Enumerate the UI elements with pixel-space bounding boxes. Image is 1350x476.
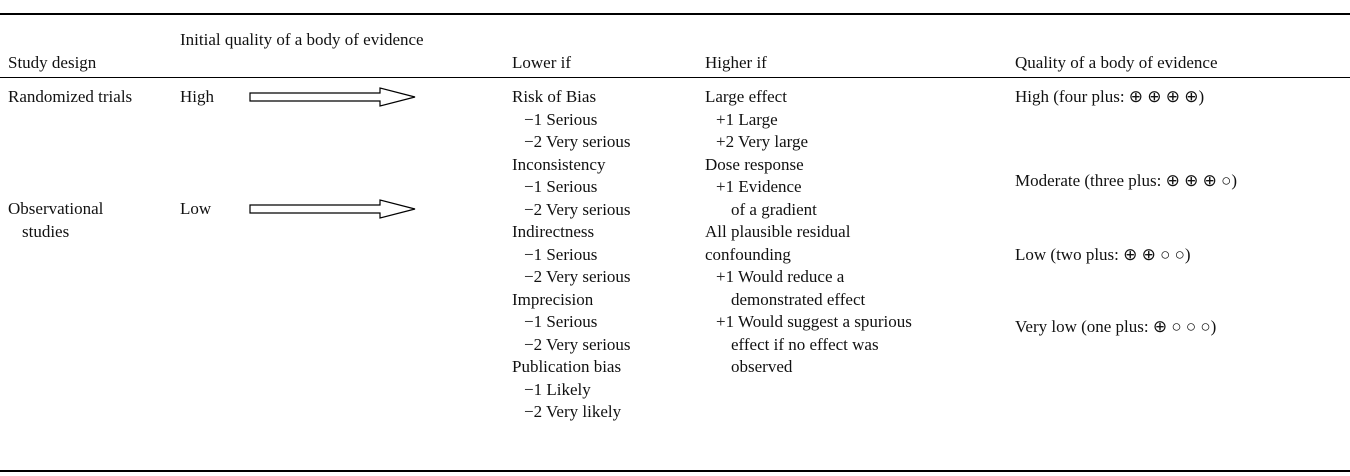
higher-factor: Large effect bbox=[705, 87, 787, 106]
higher-level: +1 Would reduce a bbox=[716, 267, 845, 286]
initial-quality: Low bbox=[180, 199, 212, 218]
arrow bbox=[249, 199, 416, 219]
higher-factor: Dose response bbox=[705, 154, 804, 174]
study-design: Observational studies bbox=[8, 199, 104, 241]
lower-level: −1 Serious bbox=[524, 312, 598, 331]
higher-level: of a gradient bbox=[731, 199, 817, 219]
higher-level: effect if no effect was bbox=[731, 334, 879, 354]
bottom-rule bbox=[0, 470, 1350, 472]
lower-factor: Indirectness bbox=[512, 222, 595, 241]
header-cell: Study design bbox=[8, 53, 97, 72]
lower-factor: Risk of Bias bbox=[512, 87, 597, 106]
lower-level: −1 Serious bbox=[524, 244, 598, 264]
lower-level: −2 Very serious bbox=[524, 334, 631, 354]
quality-level: Very low (one plus: ⊕ ○ ○ ○) bbox=[1015, 316, 1217, 336]
header-cell: Initial quality of a body of evidence bbox=[180, 30, 424, 49]
quality-level: Low (two plus: ⊕ ⊕ ○ ○) bbox=[1015, 244, 1191, 264]
higher-level: +1 Would suggest a spurious bbox=[716, 312, 912, 331]
header-cell: Quality of a body of evidence bbox=[1015, 53, 1218, 72]
top-rule bbox=[0, 13, 1350, 15]
lower-factor: Publication bias bbox=[512, 357, 622, 376]
lower-level: −1 Serious bbox=[524, 109, 598, 129]
initial-quality: High bbox=[180, 87, 214, 106]
header-rule bbox=[0, 77, 1350, 78]
lower-level: −2 Very likely bbox=[524, 402, 622, 421]
higher-level: +1 Large bbox=[716, 109, 778, 129]
higher-level: +2 Very large bbox=[716, 132, 809, 151]
quality-level: Moderate (three plus: ⊕ ⊕ ⊕ ○) bbox=[1015, 171, 1237, 191]
study-design: Randomized trials bbox=[8, 87, 133, 106]
lower-level: −2 Very serious bbox=[524, 199, 631, 219]
quality-level: High (four plus: ⊕ ⊕ ⊕ ⊕) bbox=[1015, 87, 1205, 106]
higher-level: demonstrated effect bbox=[731, 289, 866, 309]
header-cell: Lower if bbox=[512, 53, 572, 72]
higher-factor: All plausible residual bbox=[705, 222, 851, 241]
header-cell: Higher if bbox=[705, 53, 767, 72]
lower-level: −1 Serious bbox=[524, 177, 598, 196]
lower-factor: Inconsistency bbox=[512, 154, 606, 174]
lower-level: −2 Very serious bbox=[524, 267, 631, 286]
higher-level: observed bbox=[731, 357, 793, 376]
lower-level: −1 Likely bbox=[524, 379, 591, 399]
arrow bbox=[249, 87, 416, 107]
lower-factor: Imprecision bbox=[512, 289, 594, 309]
lower-level: −2 Very serious bbox=[524, 132, 631, 151]
higher-level: +1 Evidence bbox=[716, 177, 802, 196]
higher-factor: confounding bbox=[705, 244, 791, 264]
